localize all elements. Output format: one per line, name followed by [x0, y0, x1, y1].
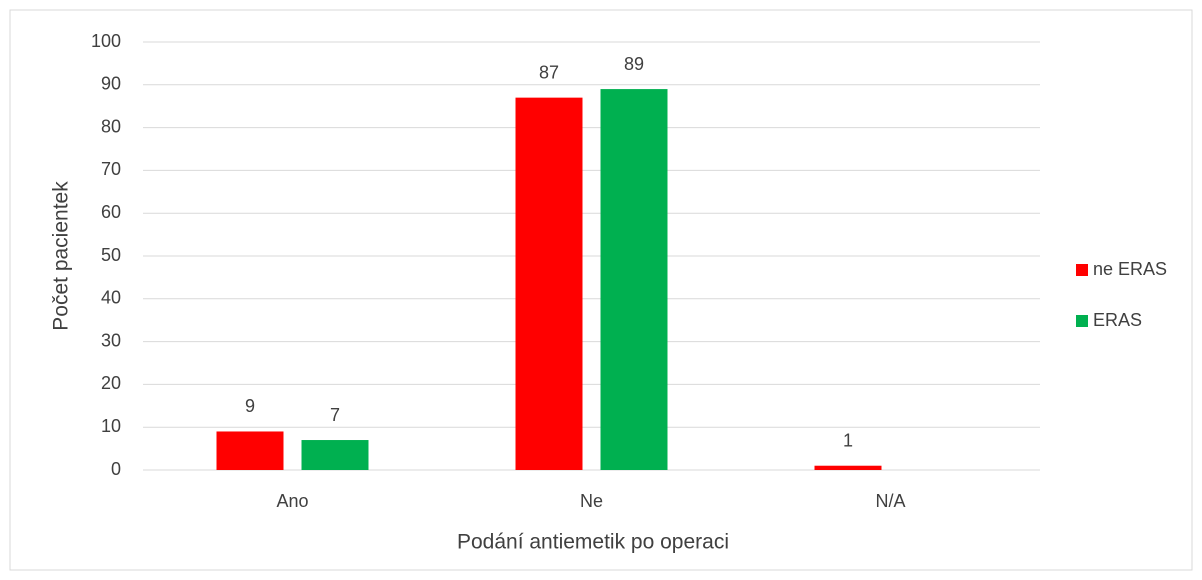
y-tick-label: 60: [101, 202, 121, 222]
y-tick-label: 100: [91, 31, 121, 51]
y-tick-label: 10: [101, 416, 121, 436]
data-label: 1: [843, 430, 853, 450]
legend-swatch: [1076, 315, 1088, 327]
bar: [600, 89, 668, 470]
bar: [814, 465, 882, 470]
data-label: 9: [245, 396, 255, 416]
legend-swatch: [1076, 264, 1088, 276]
y-tick-label: 90: [101, 74, 121, 94]
y-axis-label: Počet pacientek: [50, 181, 73, 331]
x-tick-label: Ano: [276, 491, 308, 511]
data-label: 7: [330, 405, 340, 425]
data-label: 87: [539, 62, 559, 82]
data-label: 89: [624, 54, 644, 74]
legend-label: ne ERAS: [1093, 259, 1167, 279]
y-tick-label: 0: [111, 459, 121, 479]
bar: [216, 431, 284, 470]
y-tick-label: 40: [101, 288, 121, 308]
y-tick-label: 70: [101, 159, 121, 179]
y-tick-label: 30: [101, 330, 121, 350]
y-tick-label: 20: [101, 373, 121, 393]
bar: [515, 97, 583, 470]
x-tick-label: N/A: [875, 491, 905, 511]
legend-label: ERAS: [1093, 310, 1142, 330]
x-axis-label: Podání antiemetik po operaci: [457, 531, 729, 554]
x-tick-label: Ne: [580, 491, 603, 511]
bar: [301, 440, 369, 470]
y-tick-label: 80: [101, 116, 121, 136]
y-tick-label: 50: [101, 245, 121, 265]
